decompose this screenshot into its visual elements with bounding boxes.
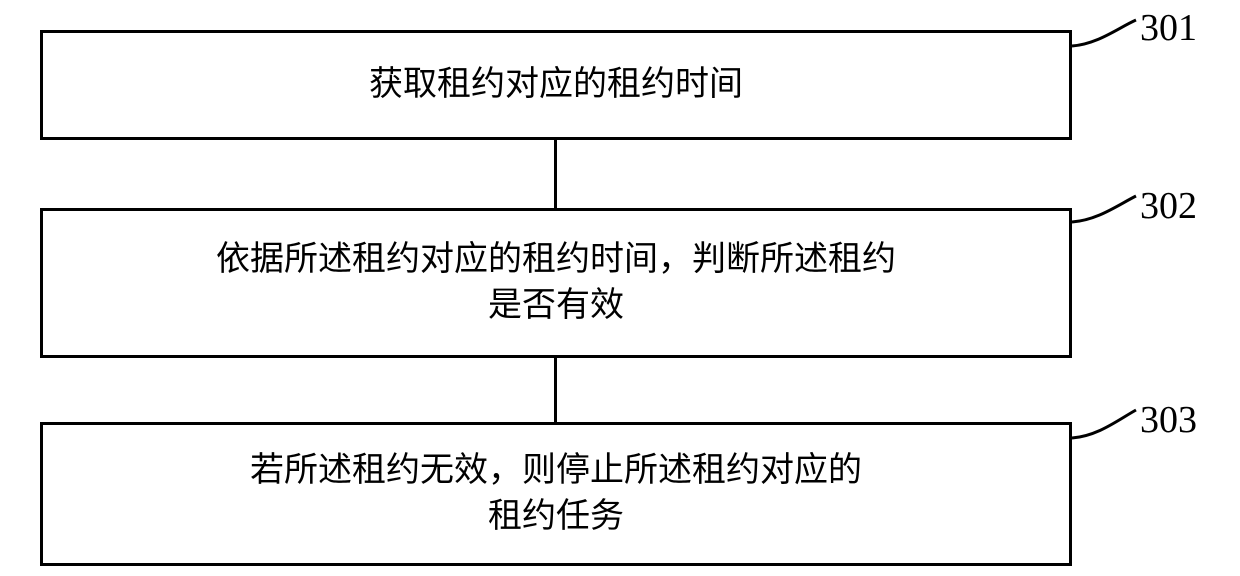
callout-curve-3 [0, 0, 1240, 576]
flowchart-canvas: 获取租约对应的租约时间 301 依据所述租约对应的租约时间，判断所述租约 是否有… [0, 0, 1240, 576]
callout-label-3: 303 [1140, 398, 1197, 442]
